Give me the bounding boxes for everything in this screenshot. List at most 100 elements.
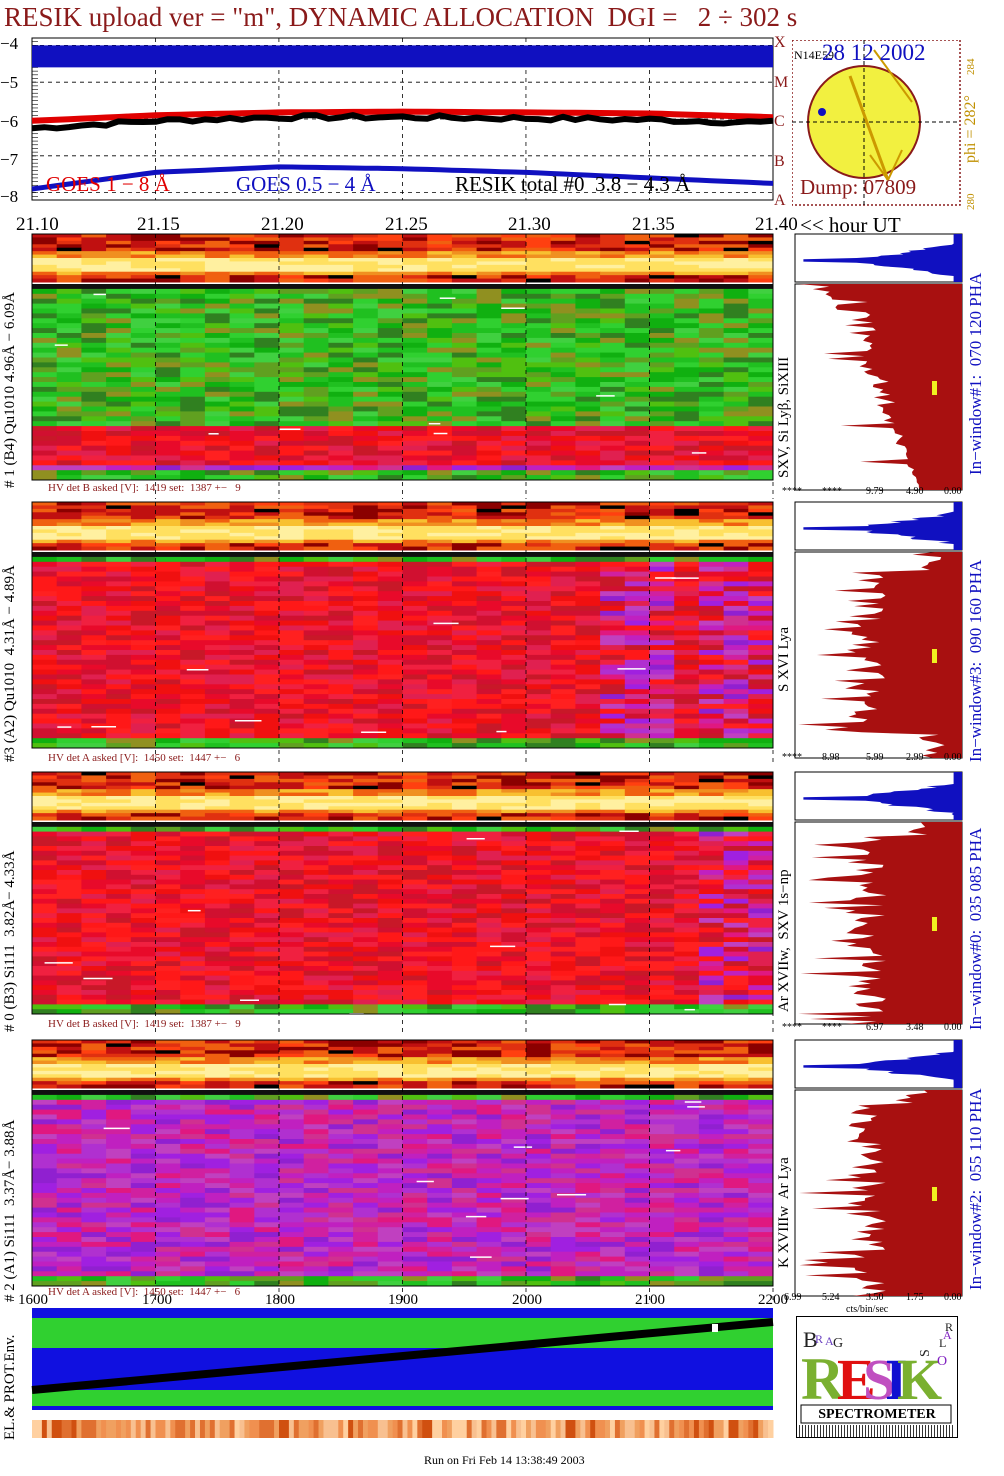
spec-cell — [723, 733, 749, 739]
spec-cell — [575, 718, 601, 724]
heat-cell — [56, 802, 82, 807]
spec-cell — [328, 367, 354, 373]
heat-cell — [377, 526, 403, 530]
heat-cell — [56, 258, 82, 262]
spec-cell — [451, 576, 478, 582]
spec-cell — [600, 738, 626, 744]
spec-cell — [600, 674, 626, 680]
spec-cell — [723, 990, 749, 996]
spec-cell — [723, 576, 749, 582]
spec-cell — [204, 460, 231, 466]
heat-cell — [723, 234, 749, 238]
spec-cell — [427, 610, 453, 617]
heat-cell — [32, 512, 58, 517]
spec-cell — [353, 396, 379, 403]
heat-cell — [550, 254, 576, 259]
spec-cell — [328, 903, 354, 909]
spec-cell — [550, 450, 576, 456]
spec-cell — [624, 932, 650, 938]
spec-cell — [600, 362, 626, 368]
spec-cell — [130, 406, 156, 412]
spec-cell — [204, 406, 231, 412]
spec-cell — [550, 367, 576, 373]
spec-cell — [377, 450, 403, 456]
heat-cell — [279, 247, 305, 252]
spec-cell — [723, 903, 749, 909]
spec-cell — [723, 323, 749, 329]
spec-cell — [303, 669, 329, 675]
spec-cell — [402, 994, 428, 1001]
heat-cell — [254, 529, 280, 534]
spec-cell — [649, 860, 675, 866]
spec-cell — [451, 347, 478, 354]
heat-cell — [254, 799, 280, 804]
spec-cell — [106, 328, 132, 334]
spec-cell — [130, 669, 156, 675]
spec-cell — [427, 738, 453, 744]
spec-cell — [402, 836, 428, 842]
spec-cell — [427, 313, 453, 319]
spec-cell — [377, 421, 403, 427]
spec-cell — [81, 994, 107, 1001]
spec-cell — [130, 822, 156, 828]
spec-cell — [106, 990, 132, 996]
spec-cell — [550, 288, 576, 295]
heat-cell — [402, 240, 428, 245]
heat-cell — [180, 799, 206, 804]
heat-cell — [624, 278, 650, 283]
spec-cell — [600, 445, 626, 452]
spec-cell — [748, 659, 774, 666]
heat-cell — [526, 526, 552, 530]
spec-cell — [649, 391, 675, 398]
heat-cell — [526, 244, 552, 249]
series-line-1 — [31, 164, 774, 192]
spec-cell — [526, 347, 552, 354]
heat-cell — [476, 234, 502, 238]
spec-cell — [56, 961, 82, 967]
heat-cell — [624, 809, 650, 814]
spec-cell — [56, 674, 82, 680]
heat-cell — [451, 271, 478, 276]
spec-cell — [526, 426, 552, 432]
spec-cell — [624, 708, 650, 715]
spec-cell — [254, 1004, 280, 1010]
heat-cell — [180, 796, 206, 800]
heat-cell — [155, 785, 181, 790]
spec-cell — [600, 870, 626, 876]
spec-cell — [649, 865, 675, 871]
heat-cell — [402, 251, 428, 256]
heat-cell — [81, 536, 107, 541]
spec-cell — [130, 970, 156, 977]
heat-cell — [155, 258, 181, 262]
spec-cell — [377, 990, 403, 996]
spec-cell — [674, 708, 700, 715]
heat-cell — [526, 782, 552, 787]
spec-cell — [427, 391, 453, 398]
heat-cell — [575, 809, 601, 814]
spec-cell — [56, 855, 82, 861]
spec-cell — [698, 426, 725, 432]
spec-cell — [698, 884, 725, 890]
heat-cell — [254, 278, 280, 283]
heat-cell — [81, 789, 107, 794]
spec-cell — [402, 927, 428, 933]
spec-cell — [353, 743, 379, 749]
heat-cell — [303, 278, 329, 283]
spec-cell — [600, 879, 626, 885]
spec-cell — [353, 980, 379, 986]
spec-cell — [155, 475, 181, 481]
spec-cell — [56, 743, 82, 749]
spec-cell — [353, 640, 379, 646]
spec-cell — [526, 421, 552, 427]
spec-cell — [649, 674, 675, 680]
spec-cell — [229, 460, 255, 466]
heat-cell — [106, 244, 132, 249]
spec-cell — [600, 581, 626, 587]
spec-cell — [698, 342, 725, 349]
heat-cell — [130, 502, 156, 506]
spec-cell — [229, 884, 255, 890]
heat-cell — [377, 244, 403, 249]
heat-cell — [674, 254, 700, 259]
spec-cell — [229, 913, 255, 919]
spec-cell — [81, 625, 107, 631]
